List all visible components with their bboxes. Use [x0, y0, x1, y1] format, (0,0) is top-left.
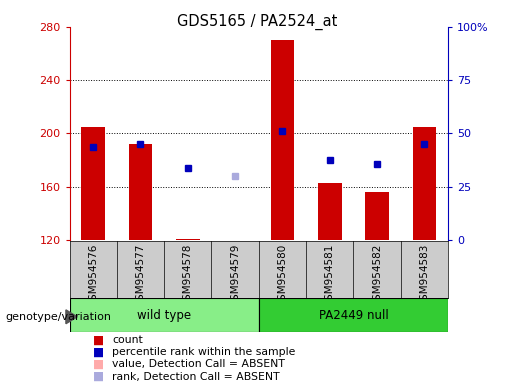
Polygon shape — [66, 310, 77, 324]
Text: ■: ■ — [93, 358, 104, 371]
Text: genotype/variation: genotype/variation — [5, 312, 111, 322]
Text: GSM954577: GSM954577 — [135, 243, 146, 307]
Text: GDS5165 / PA2524_at: GDS5165 / PA2524_at — [177, 13, 338, 30]
Bar — [176, 239, 200, 240]
Bar — [318, 183, 341, 240]
Text: GSM954582: GSM954582 — [372, 243, 382, 307]
Bar — [129, 144, 152, 240]
Text: GSM954579: GSM954579 — [230, 243, 240, 307]
Text: GSM954580: GSM954580 — [278, 243, 287, 307]
Bar — [365, 192, 389, 240]
Text: ■: ■ — [93, 346, 104, 359]
Text: GSM954583: GSM954583 — [419, 243, 430, 307]
Text: GSM954578: GSM954578 — [183, 243, 193, 307]
Text: GSM954581: GSM954581 — [325, 243, 335, 307]
Bar — [413, 127, 436, 240]
Text: value, Detection Call = ABSENT: value, Detection Call = ABSENT — [112, 359, 285, 369]
Text: ■: ■ — [93, 370, 104, 383]
Text: GSM954576: GSM954576 — [88, 243, 98, 307]
FancyBboxPatch shape — [259, 298, 448, 332]
FancyBboxPatch shape — [70, 298, 259, 332]
Text: count: count — [112, 335, 143, 345]
Bar — [81, 127, 105, 240]
Text: ■: ■ — [93, 333, 104, 346]
Text: PA2449 null: PA2449 null — [319, 309, 388, 322]
Bar — [270, 40, 294, 240]
Text: percentile rank within the sample: percentile rank within the sample — [112, 347, 296, 357]
Text: rank, Detection Call = ABSENT: rank, Detection Call = ABSENT — [112, 372, 280, 382]
Bar — [224, 240, 247, 245]
Text: wild type: wild type — [137, 309, 191, 322]
